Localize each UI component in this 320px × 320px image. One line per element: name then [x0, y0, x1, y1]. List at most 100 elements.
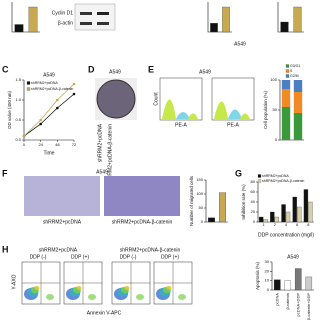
group-label: shRRM2+pcDNA-β-catenin — [120, 247, 181, 253]
point — [56, 106, 59, 110]
x-tick-label: β-catenin — [285, 293, 290, 310]
legend-swatch — [285, 64, 290, 68]
blot-label: β-actin — [58, 20, 73, 26]
chart-title: A549 — [43, 72, 55, 78]
bar — [305, 276, 313, 291]
y-tick-label: 100 — [270, 77, 277, 82]
cell-line: A549 — [109, 69, 121, 75]
y-tick-label: 30 — [265, 259, 270, 264]
point — [22, 134, 26, 138]
legend-swatch — [26, 87, 31, 91]
y-tick-label: 0.0 — [15, 137, 21, 142]
x-tick-label: 24 — [38, 142, 43, 147]
band — [80, 12, 92, 15]
bar — [270, 211, 275, 223]
bar — [14, 24, 24, 33]
blot — [74, 3, 116, 31]
x-tick-label: pcDNA+DDP — [295, 293, 300, 317]
point — [72, 92, 76, 96]
cloud — [46, 294, 54, 300]
y-tick-label: 1.5 — [15, 77, 21, 82]
legend-swatch — [26, 81, 31, 85]
axis-label: Y-AXO — [11, 274, 17, 289]
legend-label: shRRM2+pcDNA — [262, 174, 289, 178]
condition: DDP (+) — [161, 254, 179, 260]
y-tick-label: 150 — [196, 177, 203, 182]
bar — [28, 6, 38, 33]
bar — [258, 216, 264, 223]
flow-plots — [21, 261, 193, 305]
bar — [222, 6, 230, 33]
axis-label: PE-A — [227, 122, 239, 128]
x-tick-label: 72 — [72, 142, 77, 147]
y-tick-label: 0.5 — [15, 117, 21, 122]
group-label: shRRM2+pcDNA — [39, 247, 78, 253]
x-tick-label: 0 — [23, 142, 26, 147]
panel-letter: D — [88, 64, 95, 74]
group-label: shRRM2+pcDNA — [43, 219, 82, 225]
y-axis-label: Apoptosis (%) — [255, 261, 260, 290]
point — [56, 98, 59, 102]
y-tick-label: 100 — [196, 191, 203, 196]
bar-segment — [293, 113, 303, 140]
point — [39, 122, 42, 126]
cell-line: A549 — [96, 169, 108, 175]
cell-line: A549 — [199, 69, 211, 75]
group-label: shRRM2+pcDNA — [97, 123, 103, 162]
bar — [219, 192, 226, 223]
legend-swatch — [285, 69, 290, 73]
x-tick-label: 6 — [296, 222, 299, 227]
bar — [292, 196, 297, 223]
x-tick-label: 48 — [55, 142, 60, 147]
photo — [24, 176, 100, 216]
panel-letter: G — [235, 168, 242, 178]
cloud — [34, 285, 40, 291]
point — [39, 118, 42, 122]
y-tick-label: 60 — [251, 189, 256, 194]
bar — [280, 21, 289, 33]
y-axis-label: OD value (450 nm) — [7, 90, 12, 129]
legend-swatch — [285, 74, 290, 78]
bar-segment — [293, 92, 303, 113]
bar-segment — [281, 89, 291, 107]
panel-letter: C — [2, 64, 9, 74]
condition: DDP (+) — [71, 254, 89, 260]
y-tick-label: 20 — [265, 268, 270, 273]
chart-title: A549 — [287, 254, 299, 260]
band — [80, 22, 92, 25]
bar — [293, 6, 302, 33]
point — [72, 82, 76, 86]
y-tick-label: 0 — [201, 219, 204, 224]
legend-label: shRRM2+pcDNA-β-catenin — [31, 87, 73, 91]
y-tick-label: 0 — [253, 219, 256, 224]
condition: DDP (-) — [120, 254, 137, 260]
y-tick-label: 80 — [251, 179, 256, 184]
y-axis-label: Inhibition rate (%) — [241, 184, 246, 220]
legend-label: S — [290, 69, 293, 73]
cloud — [76, 285, 82, 291]
legend-label: shRRM2+pcDNA-β-catenin — [262, 179, 304, 183]
cloud — [88, 294, 96, 300]
legend-label: G0/G1 — [290, 64, 300, 68]
panel-letter: E — [148, 64, 154, 74]
bar — [210, 23, 218, 33]
bar — [308, 201, 313, 223]
band — [97, 12, 109, 15]
cloud — [178, 294, 186, 300]
group-label: shRRM2+pcDNA-β-catenin — [112, 219, 173, 225]
condition: DDP (-) — [30, 254, 47, 260]
y-tick-label: 10 — [265, 278, 270, 283]
bar — [274, 216, 279, 223]
x-tick-label: 4 — [285, 222, 288, 227]
line — [23, 93, 75, 137]
band — [97, 22, 109, 25]
y-tick-label: 0 — [267, 287, 270, 292]
bar — [208, 217, 215, 223]
bar — [284, 280, 292, 291]
bar — [281, 204, 286, 223]
bar — [297, 206, 302, 223]
bar — [285, 211, 291, 223]
photo — [104, 176, 180, 216]
axis-label: PE-A — [175, 122, 187, 128]
histogram — [159, 77, 255, 121]
